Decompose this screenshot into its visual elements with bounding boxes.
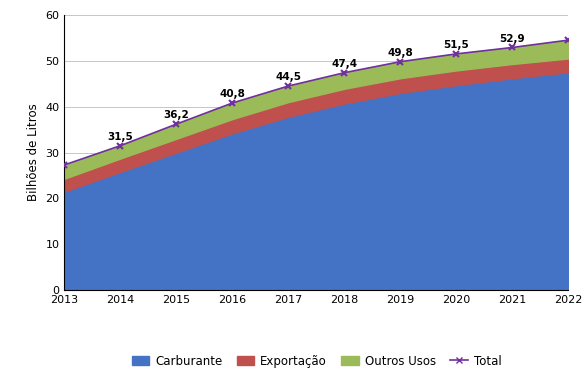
Text: 47,4: 47,4 [331,59,357,69]
Text: 44,5: 44,5 [275,72,301,82]
Text: 36,2: 36,2 [163,110,189,121]
Text: 27,3: 27,3 [0,371,1,372]
Text: 49,8: 49,8 [387,48,413,58]
Text: 31,5: 31,5 [108,132,134,142]
Legend: Carburante, Exportação, Outros Usos, Total: Carburante, Exportação, Outros Usos, Tot… [127,350,506,372]
Text: 54,5: 54,5 [0,371,1,372]
Text: 51,5: 51,5 [444,40,469,50]
Y-axis label: Bilhões de Litros: Bilhões de Litros [27,104,40,201]
Text: 40,8: 40,8 [220,89,246,99]
Text: 52,9: 52,9 [500,34,525,44]
